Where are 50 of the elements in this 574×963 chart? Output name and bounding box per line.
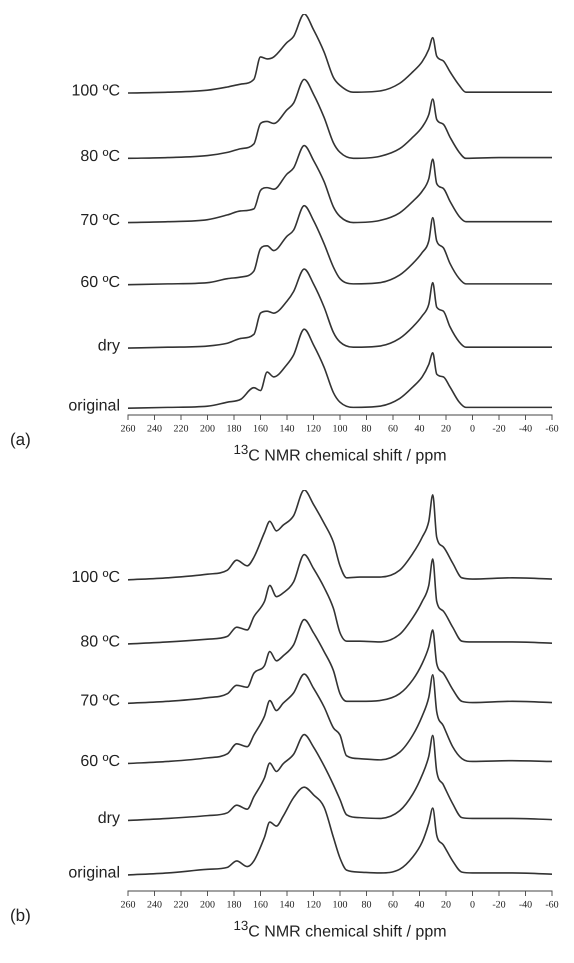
x-tick-label: 60 <box>388 900 398 911</box>
x-tick-label: 100 <box>332 900 348 911</box>
x-tick-label: 200 <box>200 900 215 911</box>
series-label: 100 ºC <box>71 82 120 100</box>
x-tick-label: 160 <box>253 424 268 435</box>
x-tick-label: -20 <box>492 900 506 911</box>
x-tick-label: 80 <box>362 424 372 435</box>
x-tick-label: 240 <box>147 424 162 435</box>
x-tick-label: 20 <box>441 900 451 911</box>
x-tick-label: 140 <box>280 900 294 911</box>
x-axis-title: $^{13}$C NMR chemical shift / ppm <box>232 442 448 466</box>
x-tick-label: 180 <box>226 424 242 435</box>
x-axis-title: $^{13}$C NMR chemical shift / ppm <box>232 918 448 942</box>
x-tick-label: 100 <box>332 424 348 435</box>
series-label: 100 ºC <box>71 569 120 586</box>
x-tick-label: -40 <box>518 424 532 435</box>
x-tick-label: -60 <box>545 900 559 911</box>
x-tick-label: 120 <box>306 900 321 911</box>
x-tick-label: 260 <box>120 900 136 911</box>
x-tick-label: -40 <box>518 900 532 911</box>
series-label: 80 ºC <box>80 148 120 165</box>
x-tick-label: 140 <box>280 424 294 435</box>
x-tick-label: 180 <box>226 900 242 911</box>
series-label: original <box>68 864 120 882</box>
x-tick-label: 60 <box>388 424 398 435</box>
series-label: dry <box>98 810 120 827</box>
x-tick-label: 200 <box>200 424 215 435</box>
text: (b) <box>10 906 31 926</box>
series-label: 80 ºC <box>80 633 120 650</box>
x-tick-label: 120 <box>306 424 321 435</box>
series-label: 60 ºC <box>80 274 120 292</box>
series-label: 70 ºC <box>80 212 120 229</box>
series-label: original <box>68 398 120 415</box>
series-label: 60 ºC <box>80 752 120 770</box>
x-tick-label: 80 <box>362 900 372 911</box>
series-label: 70 ºC <box>80 692 120 710</box>
series-label: dry <box>98 337 120 354</box>
x-tick-label: 220 <box>174 900 188 911</box>
x-tick-label: 20 <box>441 424 451 435</box>
x-tick-label: 0 <box>470 900 475 911</box>
x-tick-label: -60 <box>545 424 559 435</box>
x-tick-label: 260 <box>120 424 136 435</box>
x-tick-label: 240 <box>147 900 162 911</box>
text: (a) <box>10 430 31 450</box>
x-tick-label: 220 <box>174 424 188 435</box>
x-tick-label: 0 <box>470 424 475 435</box>
x-tick-label: 40 <box>414 424 424 435</box>
x-tick-label: -20 <box>492 424 506 435</box>
x-tick-label: 160 <box>253 900 268 911</box>
x-tick-label: 40 <box>414 900 424 911</box>
